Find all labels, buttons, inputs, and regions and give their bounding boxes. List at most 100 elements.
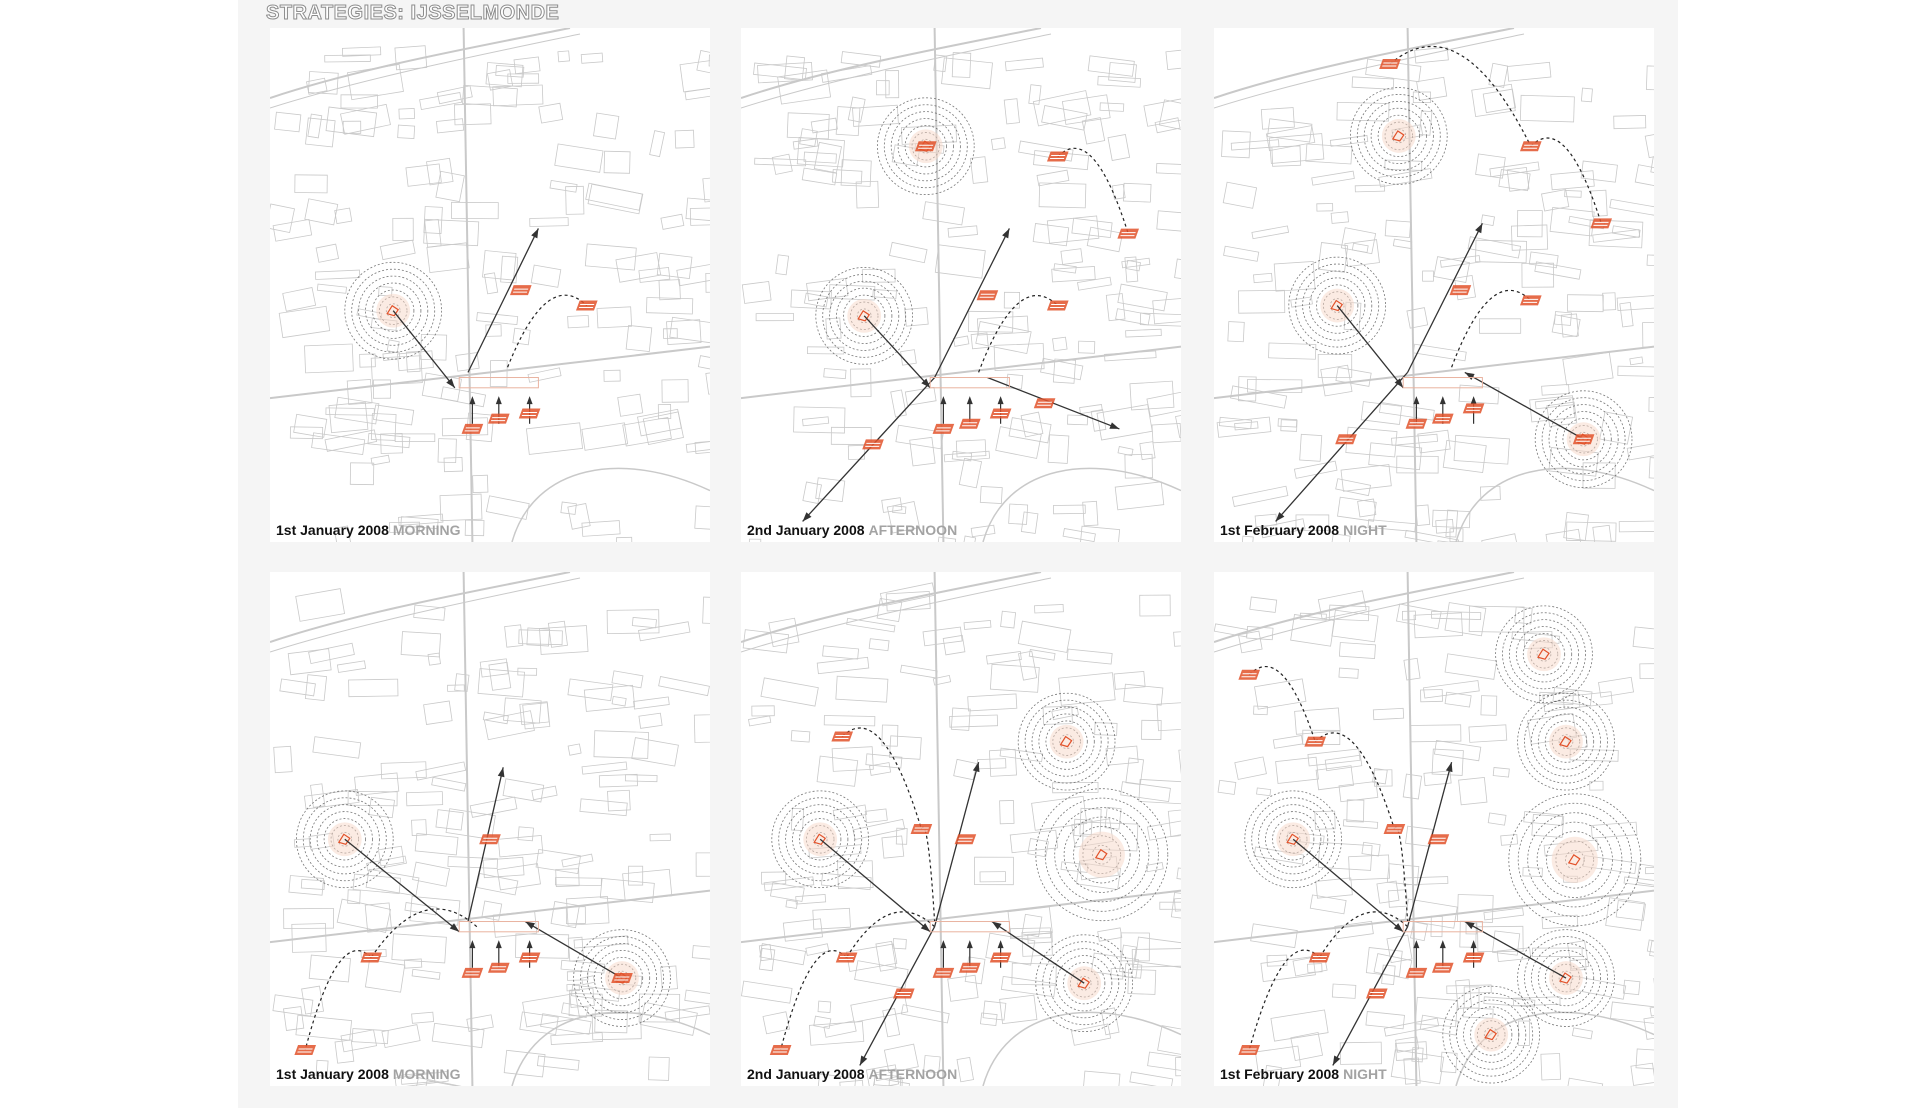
street-map bbox=[1214, 28, 1654, 542]
street-map bbox=[1214, 572, 1654, 1086]
panel-date: 1st January 2008 bbox=[276, 1066, 389, 1082]
event-marker bbox=[932, 967, 955, 978]
flow-arrow bbox=[1407, 223, 1483, 373]
event-marker bbox=[518, 408, 541, 419]
event-marker bbox=[1033, 398, 1056, 409]
event-marker bbox=[989, 408, 1012, 419]
event-marker bbox=[575, 300, 598, 311]
panel-date: 1st January 2008 bbox=[276, 522, 389, 538]
map-panel-4: 1st January 2008 MORNING bbox=[270, 572, 710, 1086]
flow-arrow bbox=[802, 377, 936, 522]
panel-caption: 2nd January 2008 AFTERNOON bbox=[747, 522, 957, 538]
dashed-route bbox=[304, 950, 372, 1051]
panel-time: AFTERNOON bbox=[868, 522, 958, 538]
dashed-route bbox=[1248, 949, 1321, 1051]
activity-ring bbox=[1244, 790, 1342, 889]
event-marker bbox=[862, 439, 884, 450]
panel-caption: 2nd January 2008 AFTERNOON bbox=[747, 1066, 957, 1082]
flow-arrow bbox=[933, 762, 980, 927]
event-marker bbox=[1449, 285, 1472, 296]
event-marker bbox=[461, 423, 484, 434]
panel-caption: 1st February 2008 NIGHT bbox=[1220, 1066, 1387, 1082]
event-marker bbox=[958, 418, 981, 429]
flow-arrow bbox=[1464, 920, 1567, 979]
event-marker bbox=[892, 988, 915, 999]
map-canvas bbox=[270, 28, 710, 542]
event-marker bbox=[611, 973, 633, 984]
flow-arrow bbox=[863, 315, 931, 389]
event-marker bbox=[1365, 988, 1388, 999]
activity-ring bbox=[771, 790, 869, 889]
event-marker bbox=[1405, 418, 1428, 429]
event-marker bbox=[910, 824, 933, 834]
event-marker bbox=[958, 962, 981, 973]
street-map bbox=[741, 28, 1181, 542]
street-map bbox=[270, 28, 710, 542]
activity-ring bbox=[815, 267, 913, 365]
panel-time: AFTERNOON bbox=[868, 1066, 958, 1082]
dashed-route bbox=[1389, 46, 1532, 147]
flow-arrow bbox=[819, 838, 931, 933]
dashed-route bbox=[1319, 911, 1409, 958]
flow-arrow bbox=[344, 838, 460, 933]
event-marker bbox=[509, 285, 532, 296]
event-marker bbox=[487, 413, 510, 424]
map-panel-5: 2nd January 2008 AFTERNOON bbox=[741, 572, 1181, 1086]
panel-date: 2nd January 2008 bbox=[747, 1066, 865, 1082]
street-map bbox=[741, 572, 1181, 1086]
dashed-route bbox=[846, 911, 936, 958]
event-marker bbox=[1308, 952, 1331, 963]
event-marker bbox=[989, 952, 1012, 963]
dashed-route bbox=[841, 727, 922, 830]
event-marker bbox=[294, 1045, 317, 1056]
flow-arrow bbox=[524, 920, 623, 979]
event-marker bbox=[835, 952, 858, 963]
event-marker bbox=[976, 290, 999, 301]
panel-caption: 1st February 2008 NIGHT bbox=[1220, 522, 1387, 538]
event-marker bbox=[1519, 295, 1542, 306]
activity-ring bbox=[1495, 605, 1593, 704]
event-marker bbox=[1590, 218, 1613, 229]
event-marker bbox=[518, 952, 541, 963]
event-marker bbox=[914, 141, 937, 152]
map-panel-1: 1st January 2008 MORNING bbox=[270, 28, 710, 542]
dashed-route bbox=[507, 294, 588, 368]
event-marker bbox=[479, 834, 501, 845]
event-marker bbox=[1117, 228, 1140, 239]
dashed-route bbox=[1451, 289, 1532, 368]
event-marker bbox=[831, 731, 854, 742]
activity-ring bbox=[1035, 788, 1169, 922]
panel-time: NIGHT bbox=[1343, 522, 1387, 538]
event-marker bbox=[1046, 151, 1069, 162]
event-marker bbox=[1383, 824, 1406, 834]
page-title: STRATEGIES: IJSSELMONDE bbox=[265, 2, 560, 25]
event-marker bbox=[1519, 141, 1542, 152]
map-canvas bbox=[270, 572, 710, 1086]
panel-time: MORNING bbox=[392, 522, 461, 538]
event-marker bbox=[1238, 669, 1261, 680]
event-marker bbox=[487, 962, 510, 973]
event-marker bbox=[1462, 952, 1485, 963]
event-marker bbox=[1405, 967, 1428, 978]
activity-ring bbox=[344, 261, 442, 360]
event-marker bbox=[461, 967, 484, 978]
event-marker bbox=[1431, 962, 1454, 973]
map-canvas bbox=[741, 572, 1181, 1086]
flow-arrow bbox=[1292, 838, 1404, 933]
event-marker bbox=[1572, 434, 1595, 445]
event-marker bbox=[1046, 300, 1069, 311]
flow-arrow bbox=[1464, 371, 1584, 440]
map-canvas bbox=[1214, 572, 1654, 1086]
flow-arrow bbox=[1275, 371, 1409, 522]
event-marker bbox=[1462, 403, 1485, 414]
event-marker bbox=[1335, 434, 1357, 445]
dashed-route bbox=[920, 826, 936, 922]
map-panel-6: 1st February 2008 NIGHT bbox=[1214, 572, 1654, 1086]
activity-ring bbox=[1017, 692, 1116, 791]
panel-caption: 1st January 2008 MORNING bbox=[276, 1066, 461, 1082]
map-panel-2: 2nd January 2008 AFTERNOON bbox=[741, 28, 1181, 542]
panel-date: 1st February 2008 bbox=[1220, 1066, 1340, 1082]
dashed-route bbox=[978, 295, 1059, 373]
event-marker bbox=[954, 834, 977, 845]
map-panel-3: 1st February 2008 NIGHT bbox=[1214, 28, 1654, 542]
